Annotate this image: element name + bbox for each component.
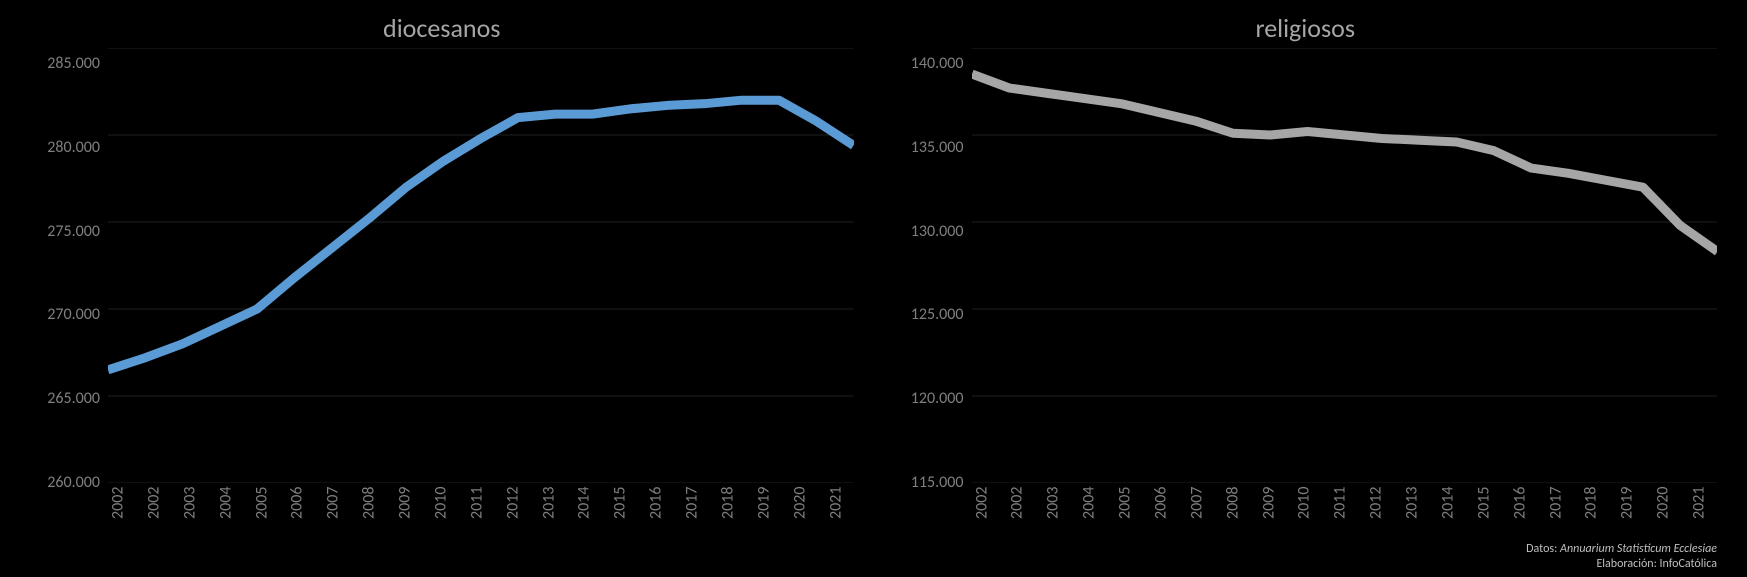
y-tick-label: 135.000 — [911, 140, 964, 156]
credits-line-1: Datos: Annuarium Statisticum Ecclesiae — [1526, 542, 1717, 558]
x-tick-label: 2009 — [1251, 487, 1287, 557]
x-tick-label: 2021 — [818, 487, 854, 557]
x-tick-label: 2006 — [1143, 487, 1179, 557]
x-tick-label: 2019 — [746, 487, 782, 557]
y-tick-label: 265.000 — [47, 391, 100, 407]
x-tick-label: 2005 — [1107, 487, 1143, 557]
x-tick-label: 2016 — [638, 487, 674, 557]
x-tick-label: 2007 — [315, 487, 351, 557]
left-chart-svg — [108, 48, 854, 483]
y-tick-label: 275.000 — [47, 224, 100, 240]
x-tick-label: 2008 — [1215, 487, 1251, 557]
right-plot-wrap: 140.000135.000130.000125.000120.000115.0… — [894, 48, 1718, 483]
x-tick-label: 2012 — [1358, 487, 1394, 557]
y-tick-label: 130.000 — [911, 224, 964, 240]
credits-line-2: Elaboración: InfoCatólica — [1526, 557, 1717, 573]
x-tick-label: 2010 — [1286, 487, 1322, 557]
y-tick-label: 125.000 — [911, 307, 964, 323]
left-x-axis: 2002200220032004200520062007200820092010… — [30, 487, 854, 557]
right-chart-title: religiosos — [894, 12, 1718, 44]
x-tick-label: 2015 — [1466, 487, 1502, 557]
x-tick-label: 2014 — [566, 487, 602, 557]
x-tick-label: 2009 — [387, 487, 423, 557]
x-tick-label: 2004 — [1071, 487, 1107, 557]
x-tick-label: 2005 — [244, 487, 280, 557]
x-tick-label: 2015 — [602, 487, 638, 557]
credits: Datos: Annuarium Statisticum Ecclesiae E… — [1526, 542, 1717, 573]
x-tick-label: 2011 — [459, 487, 495, 557]
right-y-axis: 140.000135.000130.000125.000120.000115.0… — [894, 48, 972, 483]
x-tick-label: 2002 — [999, 487, 1035, 557]
x-tick-label: 2010 — [423, 487, 459, 557]
x-tick-label: 2012 — [495, 487, 531, 557]
credits-line1-source: Annuarium Statisticum Ecclesiae — [1560, 542, 1717, 556]
credits-line1-label: Datos: — [1526, 542, 1560, 556]
chart-line — [972, 74, 1718, 251]
x-tick-label: 2006 — [279, 487, 315, 557]
x-tick-label: 2002 — [100, 487, 136, 557]
y-tick-label: 280.000 — [47, 140, 100, 156]
left-y-axis: 285.000280.000275.000270.000265.000260.0… — [30, 48, 108, 483]
x-tick-label: 2017 — [674, 487, 710, 557]
x-tick-label: 2002 — [136, 487, 172, 557]
x-tick-label: 2014 — [1430, 487, 1466, 557]
y-tick-label: 140.000 — [911, 56, 964, 72]
x-tick-label: 2007 — [1179, 487, 1215, 557]
y-tick-label: 120.000 — [911, 391, 964, 407]
x-tick-label: 2013 — [531, 487, 567, 557]
chart-container: diocesanos 285.000 280.000 275.000 270.000 2… — [0, 0, 1747, 577]
left-plot-area — [108, 48, 854, 483]
y-tick-label: 115.000 — [911, 475, 964, 491]
y-tick-label: 260.000 — [47, 475, 100, 491]
x-tick-label: 2018 — [710, 487, 746, 557]
y-tick-label: 270.000 — [47, 307, 100, 323]
x-tick-label: 2003 — [172, 487, 208, 557]
right-chart-panel: religiosos 140.000 135.000 130.000 125.000 1… — [894, 10, 1718, 557]
y-tick-label: 285.000 — [47, 56, 100, 72]
left-plot-wrap: 285.000280.000275.000270.000265.000260.0… — [30, 48, 854, 483]
right-chart-svg — [972, 48, 1718, 483]
left-chart-title: diocesanos — [30, 12, 854, 44]
right-plot-area — [972, 48, 1718, 483]
x-tick-label: 2008 — [351, 487, 387, 557]
x-tick-label: 2004 — [208, 487, 244, 557]
x-tick-label: 2003 — [1035, 487, 1071, 557]
x-tick-label: 2020 — [782, 487, 818, 557]
left-chart-panel: diocesanos 285.000 280.000 275.000 270.000 2… — [30, 10, 854, 557]
x-tick-label: 2011 — [1322, 487, 1358, 557]
chart-line — [108, 100, 854, 370]
x-tick-label: 2002 — [964, 487, 1000, 557]
x-tick-label: 2013 — [1394, 487, 1430, 557]
